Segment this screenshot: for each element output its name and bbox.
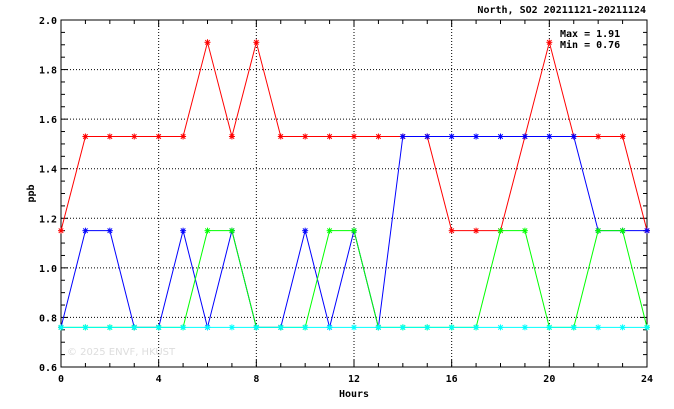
data-point [326, 227, 333, 234]
data-point [253, 324, 260, 331]
x-tick-label: 20 [543, 374, 555, 385]
data-point [375, 133, 382, 140]
data-point [595, 227, 602, 234]
data-point [180, 227, 187, 234]
data-point [106, 324, 113, 331]
data-point [106, 227, 113, 234]
x-tick-label: 12 [348, 374, 360, 385]
data-point [521, 324, 528, 331]
data-point [448, 133, 455, 140]
data-point [473, 227, 480, 234]
data-point [106, 133, 113, 140]
y-tick-label: 2.0 [39, 16, 57, 27]
data-point [82, 227, 89, 234]
data-point [473, 324, 480, 331]
data-point [570, 324, 577, 331]
data-point [326, 324, 333, 331]
data-point [253, 39, 260, 46]
data-point [546, 324, 553, 331]
x-tick-labels: 0 4 8 12 16 20 24 [58, 374, 653, 385]
annotation-min: Min = 0.76 [560, 39, 620, 51]
data-point [58, 324, 64, 331]
data-point [228, 133, 235, 140]
data-point [302, 227, 309, 234]
x-tick-label: 24 [641, 374, 653, 385]
data-point [375, 324, 382, 331]
data-point [644, 324, 650, 331]
data-point [204, 39, 211, 46]
data-point [546, 39, 553, 46]
data-point [277, 133, 284, 140]
y-tick-label: 0.8 [39, 313, 57, 324]
data-point [351, 324, 357, 331]
y-tick-label: 1.0 [39, 264, 57, 275]
data-point [448, 227, 455, 234]
data-point [155, 324, 162, 331]
data-point [473, 133, 480, 140]
y-tick-labels: 0.6 0.8 1.0 1.2 1.4 1.6 1.8 2.0 [39, 16, 57, 374]
data-point [570, 133, 577, 140]
y-tick-label: 1.4 [39, 165, 57, 176]
data-point [399, 133, 406, 140]
y-axis-label: ppb [26, 184, 37, 202]
data-point [326, 133, 333, 140]
data-point [497, 133, 504, 140]
ticks [60, 19, 648, 368]
data-point [595, 133, 602, 140]
y-tick-label: 1.2 [39, 214, 57, 225]
data-point [521, 133, 528, 140]
y-tick-label: 1.8 [39, 66, 57, 77]
data-point [131, 133, 138, 140]
data-point [204, 324, 211, 331]
x-tick-label: 16 [446, 374, 458, 385]
data-point [497, 324, 504, 331]
data-point [131, 324, 138, 331]
watermark: © 2025 ENVF, HKUST [67, 347, 176, 358]
data-point [277, 324, 284, 331]
chart-title: North, SO2 20211121-20211124 [477, 5, 646, 16]
y-tick-label: 0.6 [39, 363, 57, 374]
x-axis-label: Hours [339, 389, 369, 400]
data-point [521, 227, 528, 234]
data-point [180, 133, 187, 140]
data-point [644, 227, 650, 234]
data-point [595, 324, 602, 331]
data-point [180, 324, 187, 331]
data-point [228, 227, 235, 234]
data-point [82, 133, 89, 140]
data-point [619, 133, 626, 140]
plot-area: © 2025 ENVF, HKUST [58, 19, 650, 368]
data-point [399, 324, 406, 331]
data-point [302, 324, 309, 331]
data-point [204, 227, 211, 234]
data-point [351, 133, 357, 140]
data-point [155, 133, 162, 140]
x-tick-label: 8 [253, 374, 259, 385]
data-point [424, 133, 431, 140]
y-tick-label: 1.6 [39, 115, 57, 126]
data-point [619, 227, 626, 234]
x-tick-label: 0 [58, 374, 64, 385]
series-3 [58, 324, 650, 331]
data-point [546, 133, 553, 140]
data-point [351, 227, 357, 234]
series-group [58, 39, 650, 331]
data-point [424, 324, 431, 331]
data-point [619, 324, 626, 331]
annotation-max: Max = 1.91 [560, 29, 620, 40]
grid [61, 20, 647, 367]
data-point [302, 133, 309, 140]
data-point [58, 227, 64, 234]
x-tick-label: 4 [156, 374, 162, 385]
data-point [497, 227, 504, 234]
data-point [228, 324, 235, 331]
data-point [82, 324, 89, 331]
data-point [448, 324, 455, 331]
